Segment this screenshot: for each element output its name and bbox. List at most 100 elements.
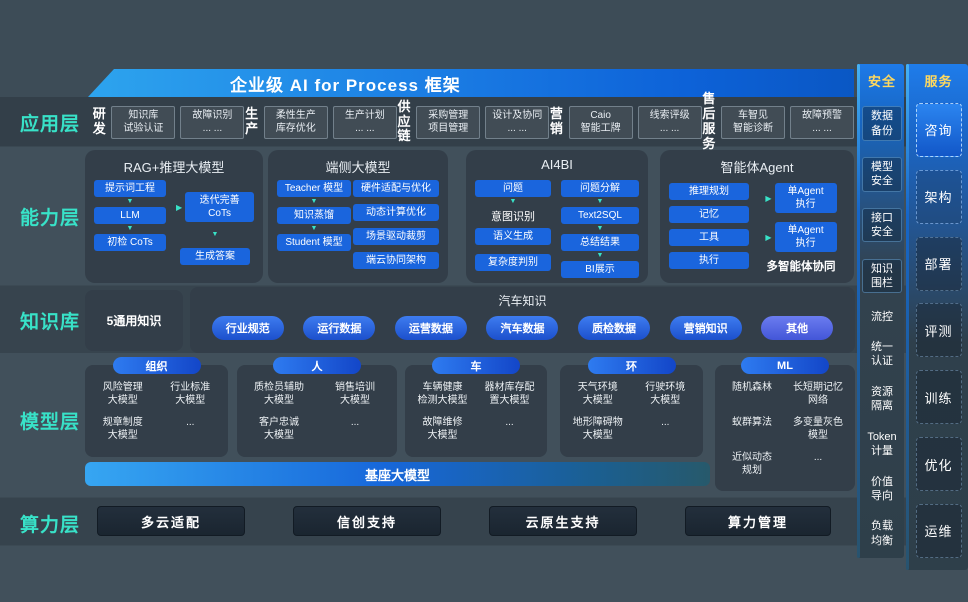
app-group-label: 售后 服务 (702, 91, 716, 151)
rag-init-cots-box: 初检 CoTs (94, 234, 166, 251)
security-item: 接口 安全 (862, 207, 902, 243)
security-column: 安全 数据 备份 模型 安全 接口 安全 知识 围栏 流控 统一 认证 资源 隔… (857, 64, 904, 558)
framework-title: 企业级 AI for Process 框架 (230, 75, 461, 95)
model-item-more: ... (186, 417, 195, 428)
security-item: Token 计量 (867, 430, 897, 458)
service-header: 服务 (924, 74, 953, 89)
ai4bi-summary-box: 总结结果 (561, 234, 639, 251)
model-item: 销售培训 大模型 (335, 382, 375, 406)
knowledge-auto-panel: 汽车知识 行业规范 运行数据 运营数据 汽车数据 质检数据 营销知识 其他 (190, 287, 855, 353)
ai4bi-intent-label: 意图识别 (491, 211, 535, 223)
security-header: 安全 (867, 74, 896, 89)
ai4bi-decompose-box: 问题分解 (561, 180, 639, 197)
rag-answer-box: 生成答案 (180, 248, 250, 265)
arrow-down-icon (510, 198, 517, 206)
model-group-vehicle: 车 车辆健康 检测大模型 器材库存配 置大模型 故障维修 大模型 ... (405, 357, 547, 457)
app-group-supply-chain: 供应 链 采购管理 项目管理 设计及协同 ... ... (397, 98, 550, 145)
app-box: 采购管理 项目管理 (416, 105, 481, 139)
arrow-down-icon (311, 225, 318, 233)
service-item-optimization: 优化 (915, 437, 962, 492)
model-item-more: ... (661, 417, 670, 428)
model-item: 质检员辅助 大模型 (254, 382, 304, 406)
arrow-right-icon (765, 194, 771, 203)
app-group-label: 供应 链 (397, 98, 411, 144)
ai4bi-text2sql-box: Text2SQL (561, 207, 639, 224)
app-group-after-sales: 售后 服务 车智见 智能诊断 故障预警 ... ... (702, 91, 855, 152)
layer-label-model: 模型层 (20, 412, 81, 433)
model-item-more: ... (813, 452, 823, 463)
model-group-people: 人 质检员辅助 大模型 销售培训 大模型 客户忠诚 大模型 ... (237, 357, 397, 457)
edge-cloud-box: 端云协同架构 (353, 252, 439, 269)
model-group-tag: 车 (432, 357, 520, 374)
app-group-label: 研发 (92, 106, 106, 136)
model-group-tag: 人 (273, 357, 361, 374)
layer-label-application: 应用层 (20, 114, 81, 135)
arrow-down-icon (311, 198, 318, 206)
app-box: 车智见 智能诊断 (721, 105, 786, 139)
security-item: 数据 备份 (862, 106, 902, 141)
app-box: 柔性生产 库存优化 (263, 105, 328, 139)
security-item: 流控 (871, 310, 893, 323)
model-item: 近似动态 规划 (732, 452, 772, 476)
panel-title: 端侧大模型 (325, 160, 391, 175)
rag-iterate-box: 迭代完善 CoTs (185, 192, 254, 222)
model-item: 风险管理 大模型 (102, 382, 143, 406)
panel-edge-model: 端侧大模型 Teacher 模型 知识蒸馏 Student 模型 硬件适配与优化… (268, 150, 448, 283)
panel-ai4bi: AI4BI 问题 意图识别 语义生成 复杂度判别 问题分解 Text2SQL 总… (466, 150, 648, 283)
ai4bi-semantic-box: 语义生成 (475, 228, 551, 245)
edge-distill-box: 知识蒸馏 (277, 207, 351, 224)
model-item: 故障维修 大模型 (422, 417, 463, 441)
agent-single-exec-box: 单Agent 执行 (774, 183, 837, 213)
model-item: 随机森林 (732, 382, 772, 393)
security-item: 知识 围栏 (862, 258, 902, 294)
edge-teacher-box: Teacher 模型 (277, 180, 351, 197)
panel-title: 智能体Agent (720, 160, 794, 175)
model-item: 多变量灰色 模型 (793, 417, 843, 441)
app-group-production: 生产 柔性生产 库存优化 生产计划 ... ... (244, 105, 397, 139)
model-item: 规章制度 大模型 (102, 417, 143, 441)
agent-tools-box: 工具 (669, 229, 749, 246)
layer-label-compute: 算力层 (20, 515, 81, 536)
arrow-down-icon (597, 225, 604, 233)
service-item-consulting: 咨询 (915, 102, 962, 157)
service-item-operations: 运维 (915, 503, 962, 558)
model-item: 行驶环境 大模型 (645, 382, 686, 406)
service-item-training: 训练 (915, 370, 962, 425)
app-box: 设计及协同 ... ... (485, 105, 550, 139)
ai4bi-question-box: 问题 (475, 180, 551, 197)
panel-title: RAG+推理大模型 (123, 160, 225, 175)
rag-prompt-box: 提示词工程 (94, 180, 166, 197)
arrow-down-icon (212, 231, 219, 239)
compute-multicloud-button: 多云适配 (97, 506, 245, 536)
app-box: Caio 智能工牌 (568, 105, 633, 139)
knowledge-general-box: 5通用知识 (85, 290, 183, 351)
knowledge-auto-title: 汽车知识 (498, 294, 547, 308)
security-item: 资源 隔离 (871, 385, 893, 413)
foundation-model-banner: 基座大模型 (85, 462, 710, 486)
compute-cloudnative-button: 云原生支持 (489, 506, 637, 536)
ai4bi-display-box: BI展示 (561, 261, 639, 278)
agent-memory-box: 记忆 (669, 206, 749, 223)
compute-xinchuang-button: 信创支持 (293, 506, 441, 536)
model-item: 客户忠诚 大模型 (259, 417, 299, 441)
app-box: 线索评级 ... ... (637, 105, 702, 139)
app-group-label: 营销 (549, 106, 563, 136)
model-item: 行业标准 大模型 (170, 382, 211, 406)
knowledge-pill: 质检数据 (578, 316, 651, 340)
arrow-down-icon (127, 225, 134, 233)
model-item: 车辆健康 检测大模型 (417, 382, 468, 406)
application-layer: 研发 知识库 试验认证 故障识别 ... ... 生产 柔性生产 库存优化 生产… (92, 91, 855, 151)
service-column: 服务 咨询 架构 部署 评测 训练 优化 运维 (906, 64, 968, 570)
model-item: 蚁群算法 (732, 417, 772, 428)
model-item: 器材库存配 置大模型 (484, 382, 535, 406)
model-item-more: ... (350, 417, 360, 428)
security-item: 模型 安全 (862, 157, 902, 192)
app-box: 生产计划 ... ... (332, 105, 397, 139)
edge-student-box: Student 模型 (277, 234, 351, 251)
model-group-tag: ML (741, 357, 829, 374)
service-item-architecture: 架构 (915, 169, 962, 224)
edge-scene-box: 场景驱动裁剪 (353, 228, 439, 245)
service-item-deployment: 部署 (915, 236, 962, 291)
edge-dynamic-box: 动态计算优化 (353, 204, 439, 221)
model-item: 长短期记忆 网络 (793, 382, 843, 406)
